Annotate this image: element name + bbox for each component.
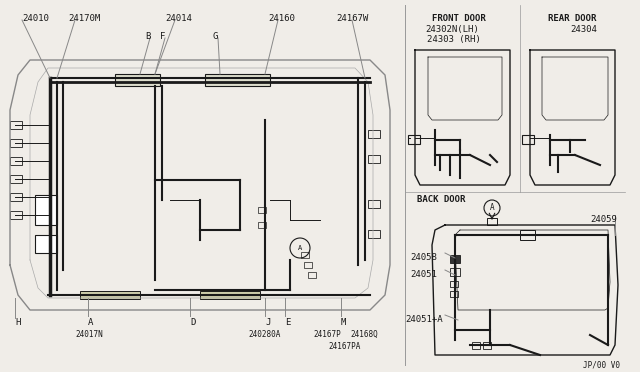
Bar <box>483 342 491 349</box>
Bar <box>10 175 22 183</box>
Bar <box>258 207 266 213</box>
Bar <box>450 268 460 276</box>
Bar <box>10 211 22 219</box>
Text: F: F <box>160 32 166 41</box>
Text: 240280A: 240280A <box>248 330 280 339</box>
Bar <box>301 252 309 258</box>
Text: 24170M: 24170M <box>68 14 100 23</box>
Bar <box>115 74 160 86</box>
Text: 24303 (RH): 24303 (RH) <box>427 35 481 44</box>
Text: 24167PA: 24167PA <box>328 342 360 351</box>
Text: J: J <box>265 318 270 327</box>
Bar <box>200 291 260 299</box>
Text: 24304: 24304 <box>570 25 597 34</box>
Bar <box>35 195 57 225</box>
Bar <box>520 230 535 240</box>
Text: 24014: 24014 <box>165 14 192 23</box>
Text: FRONT DOOR: FRONT DOOR <box>432 14 486 23</box>
Text: 24010: 24010 <box>22 14 49 23</box>
Bar <box>258 222 266 228</box>
Text: REAR DOOR: REAR DOOR <box>548 14 596 23</box>
Text: A: A <box>490 203 494 212</box>
Text: 24051+A: 24051+A <box>405 315 443 324</box>
Text: JP/00 V0: JP/00 V0 <box>583 360 620 369</box>
Bar <box>10 139 22 147</box>
Text: 24167P: 24167P <box>313 330 340 339</box>
Bar <box>205 74 270 86</box>
Bar <box>450 291 458 297</box>
Text: M: M <box>341 318 346 327</box>
Text: BACK DOOR: BACK DOOR <box>417 195 465 204</box>
Bar <box>487 218 497 225</box>
Bar <box>450 255 460 263</box>
Text: A: A <box>298 245 302 251</box>
Bar <box>304 262 312 268</box>
Bar <box>472 342 480 349</box>
Bar <box>368 155 380 163</box>
Text: 24168Q: 24168Q <box>350 330 378 339</box>
Text: G: G <box>212 32 218 41</box>
Bar <box>368 200 380 208</box>
Bar <box>368 230 380 238</box>
Bar <box>10 157 22 165</box>
Text: D: D <box>190 318 195 327</box>
Bar <box>450 281 458 287</box>
Text: A: A <box>88 318 93 327</box>
Text: 24017N: 24017N <box>75 330 103 339</box>
Text: 24059: 24059 <box>590 215 617 224</box>
Bar <box>35 235 57 253</box>
Text: 24302N(LH): 24302N(LH) <box>425 25 479 34</box>
Text: 24167W: 24167W <box>336 14 368 23</box>
Bar <box>10 193 22 201</box>
Text: 24051: 24051 <box>410 270 437 279</box>
Bar <box>522 135 534 144</box>
Bar <box>80 291 140 299</box>
Bar <box>408 135 420 144</box>
Bar <box>10 121 22 129</box>
Text: 24058: 24058 <box>410 253 437 262</box>
Text: H: H <box>15 318 20 327</box>
Bar <box>368 130 380 138</box>
Text: B: B <box>145 32 150 41</box>
Bar <box>308 272 316 278</box>
Text: E: E <box>285 318 291 327</box>
Text: 24160: 24160 <box>268 14 295 23</box>
